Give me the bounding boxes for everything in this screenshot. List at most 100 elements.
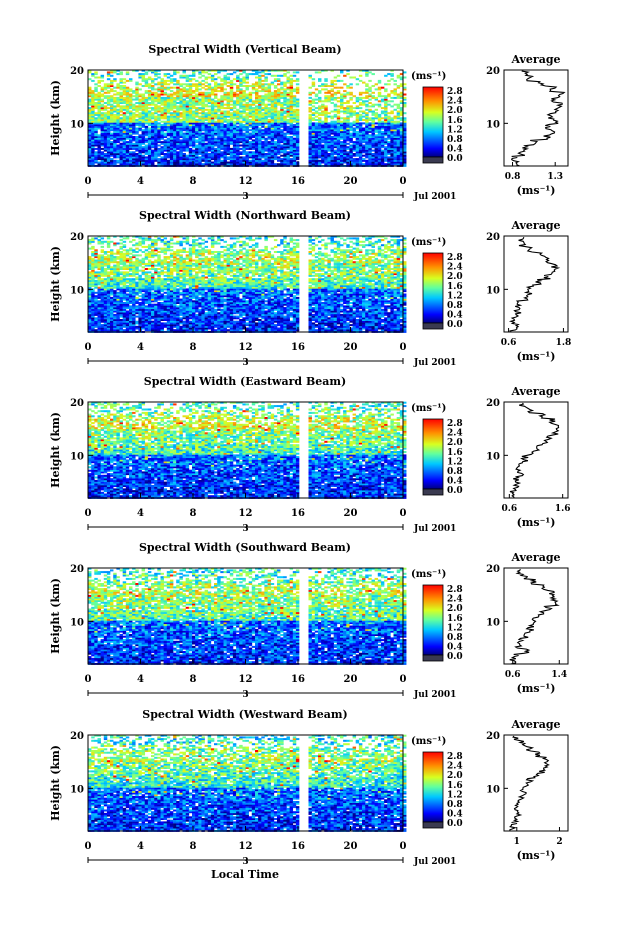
panel-title: Spectral Width (Eastward Beam): [144, 375, 346, 388]
y-tick-label: 20: [70, 66, 84, 77]
colorbar-units: (ms⁻¹): [411, 569, 446, 580]
avg-y-tick: 20: [486, 232, 500, 243]
x-tick-label: 20: [344, 342, 358, 353]
colorbar-tick: 2.4: [447, 263, 463, 273]
x-tick-label: 0: [85, 841, 92, 852]
x-tick-label: 12: [239, 508, 253, 519]
x-tick-label: 12: [239, 841, 253, 852]
x-tick-label: 4: [137, 674, 144, 685]
y-tick-label: 10: [70, 784, 84, 795]
x-tick-label: 8: [190, 508, 197, 519]
avg-y-tick: 20: [486, 66, 500, 77]
colorbar-tick: 2.0: [447, 604, 463, 614]
panel-2: Spectral Width (Northward Beam) 20 10 Heigh…: [49, 209, 571, 368]
colorbar: [422, 86, 444, 158]
avg-y-tick: 20: [486, 731, 500, 742]
panel-title: Spectral Width (Southward Beam): [139, 541, 351, 554]
colorbar-tick: 2.8: [447, 87, 463, 97]
avg-x-tick: 0.8: [505, 172, 521, 182]
colorbar-tick: 1.2: [447, 623, 463, 633]
colorbar-tick: 2.0: [447, 272, 463, 282]
x-tick-label: 4: [137, 508, 144, 519]
colorbar-tick: 0.4: [447, 643, 463, 653]
colorbar-tick: 0.8: [447, 633, 463, 643]
colorbar-tick: 0.8: [447, 800, 463, 810]
colorbar-tick: 1.2: [447, 790, 463, 800]
panel-5: Spectral Width (Westward Beam)2010Height…: [49, 708, 569, 867]
avg-frame: [503, 567, 569, 665]
y-tick-label: 10: [70, 617, 84, 628]
y-tick-label: 20: [70, 232, 84, 243]
day-marker: 3: [242, 857, 248, 867]
panel-title: Spectral Width (Northward Beam): [139, 209, 351, 222]
avg-frame: [503, 69, 569, 167]
colorbar-tick: 0.8: [447, 467, 463, 477]
avg-x-tick: 0.6: [501, 504, 517, 514]
avg-y-tick: 10: [486, 617, 500, 628]
panel-4: Spectral Width (Southward Beam) 20 10 Heigh…: [49, 541, 569, 700]
avg-frame: [503, 235, 569, 333]
colorbar-tick: 0.4: [447, 311, 463, 321]
colorbar-tick: 2.8: [447, 419, 463, 429]
colorbar: [422, 252, 444, 324]
avg-x-label: (ms⁻¹): [517, 350, 556, 363]
x-tick-label: 8: [190, 176, 197, 187]
date-label: Jul 2001: [413, 857, 456, 867]
colorbar-tick: 1.6: [447, 781, 463, 791]
avg-y-tick: 10: [486, 451, 500, 462]
y-tick-label: 20: [70, 731, 84, 742]
avg-y-tick: 20: [486, 398, 500, 409]
colorbar-tick: 0.4: [447, 145, 463, 155]
x-tick-label: 0: [400, 508, 407, 519]
heatmap-cells: [88, 567, 407, 665]
avg-profile-line: [509, 568, 560, 665]
x-tick-label: 16: [291, 176, 305, 187]
colorbar-tick: 1.2: [447, 125, 463, 135]
colorbar-tick: 2.4: [447, 429, 463, 439]
colorbar-tick: 0.0: [447, 320, 463, 330]
colorbar-tick: 1.2: [447, 457, 463, 467]
y-axis-label: Height (km): [49, 246, 62, 322]
heatmap-cells: [88, 401, 407, 499]
avg-x-tick: 1.3: [547, 172, 563, 182]
x-tick-label: 0: [85, 508, 92, 519]
heatmap-cells: [88, 235, 407, 333]
y-tick-label: 20: [70, 564, 84, 575]
colorbar-tick: 0.0: [447, 486, 463, 496]
x-tick-label: 16: [291, 508, 305, 519]
colorbar-tick: 2.0: [447, 771, 463, 781]
colorbar-tick: 0.8: [447, 135, 463, 145]
avg-x-tick: 0.6: [501, 338, 517, 348]
panel-title: Spectral Width (Westward Beam): [142, 708, 347, 721]
colorbar-tick: 2.4: [447, 97, 463, 107]
x-tick-label: 0: [85, 674, 92, 685]
avg-x-label: (ms⁻¹): [517, 184, 556, 197]
colorbar-tick: 2.8: [447, 585, 463, 595]
day-marker: 3: [242, 524, 248, 534]
avg-x-tick: 1.4: [551, 670, 567, 680]
avg-y-tick: 10: [486, 119, 500, 130]
y-axis-label: Height (km): [49, 578, 62, 654]
avg-title: Average: [510, 219, 560, 232]
colorbar-tick: 2.4: [447, 595, 463, 605]
x-tick-label: 16: [291, 342, 305, 353]
colorbar-tick: 1.6: [447, 116, 463, 126]
colorbar-tick: 0.0: [447, 652, 463, 662]
y-tick-label: 10: [70, 285, 84, 296]
panel-title: Spectral Width (Vertical Beam): [148, 43, 341, 56]
colorbar: [422, 751, 444, 823]
day-marker: 3: [242, 690, 248, 700]
avg-title: Average: [510, 53, 560, 66]
panel-3: Spectral Width (Eastward Beam) 20 10 Height…: [49, 375, 571, 534]
day-marker: 3: [242, 192, 248, 202]
avg-profile-line: [509, 402, 560, 499]
date-label: Jul 2001: [413, 690, 456, 700]
colorbar-tick: 0.0: [447, 154, 463, 164]
colorbar: [422, 584, 444, 656]
colorbar-tick: 1.6: [447, 448, 463, 458]
x-tick-label: 20: [344, 841, 358, 852]
avg-x-tick: 1.6: [555, 504, 571, 514]
avg-profile-line: [511, 70, 566, 167]
heatmap-cells: [88, 69, 407, 167]
y-axis-label: Height (km): [49, 412, 62, 488]
